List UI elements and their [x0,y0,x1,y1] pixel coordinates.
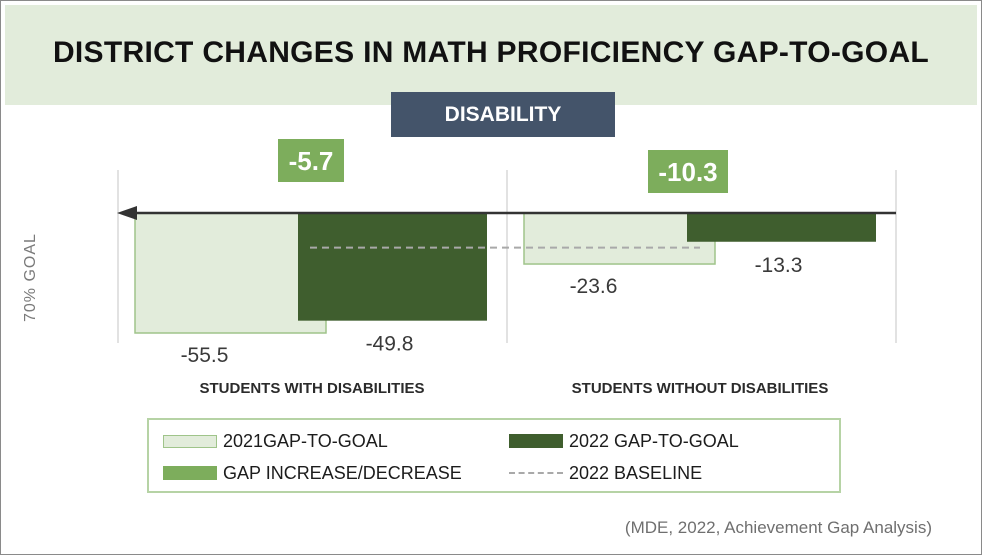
value-label-2022-1: -13.3 [755,254,803,277]
subtitle-badge: DISABILITY [391,92,615,137]
bar-2021-0 [134,212,327,334]
legend-swatch-2021 [163,434,217,448]
value-label-2021-1: -23.6 [570,275,618,298]
legend-label-2022: 2022 GAP-TO-GOAL [569,430,739,451]
legend: 2021GAP-TO-GOAL 2022 GAP-TO-GOAL GAP INC… [147,418,841,493]
legend-item-2022: 2022 GAP-TO-GOAL [509,428,739,454]
legend-item-baseline: 2022 BASELINE [509,460,702,486]
legend-swatch-2022 [509,434,563,448]
delta-label-1: -10.3 [658,157,717,187]
chart-title: DISTRICT CHANGES IN MATH PROFICIENCY GAP… [52,36,930,69]
delta-badge-1 [648,150,728,193]
legend-item-2021: 2021GAP-TO-GOAL [163,428,388,454]
category-label-1: STUDENTS WITHOUT DISABILITIES [572,380,829,397]
legend-label-2021: 2021GAP-TO-GOAL [223,430,388,451]
legend-label-baseline: 2022 BASELINE [569,462,703,483]
delta-badge-0 [278,139,344,182]
title-band [5,5,977,105]
value-label-2022-0: -49.8 [366,333,414,356]
goal-arrow-head [117,206,137,220]
source-citation: (MDE, 2022, Achievement Gap Analysis) [624,518,932,537]
delta-label-0: -5.7 [289,146,334,176]
value-label-2021-0: -55.5 [181,344,229,367]
bar-2022-1 [687,213,876,242]
category-label-0: STUDENTS WITH DISABILITIES [200,380,425,397]
legend-item-delta: GAP INCREASE/DECREASE [163,460,462,486]
legend-label-delta: GAP INCREASE/DECREASE [223,462,462,483]
bar-2021-1 [523,212,716,265]
legend-swatch-delta [163,466,217,480]
bar-2022-0 [298,213,487,321]
legend-swatch-baseline [509,472,563,474]
